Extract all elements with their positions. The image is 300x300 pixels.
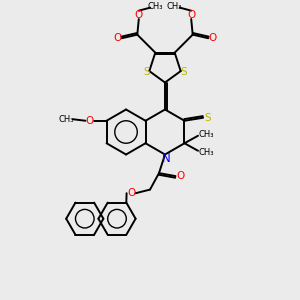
Text: CH₃: CH₃: [58, 115, 74, 124]
Text: CH₃: CH₃: [198, 148, 214, 157]
Text: S: S: [143, 67, 150, 77]
Text: O: O: [187, 10, 195, 20]
Text: O: O: [135, 10, 143, 20]
Text: CH₃: CH₃: [148, 2, 163, 11]
Text: N: N: [162, 152, 171, 165]
Text: S: S: [180, 67, 187, 77]
Text: CH₃: CH₃: [167, 2, 182, 11]
Text: O: O: [176, 171, 184, 181]
Text: O: O: [85, 116, 94, 126]
Text: O: O: [208, 33, 217, 43]
Text: CH₃: CH₃: [198, 130, 214, 139]
Text: O: O: [127, 188, 135, 198]
Text: S: S: [205, 113, 211, 123]
Text: O: O: [113, 33, 122, 43]
